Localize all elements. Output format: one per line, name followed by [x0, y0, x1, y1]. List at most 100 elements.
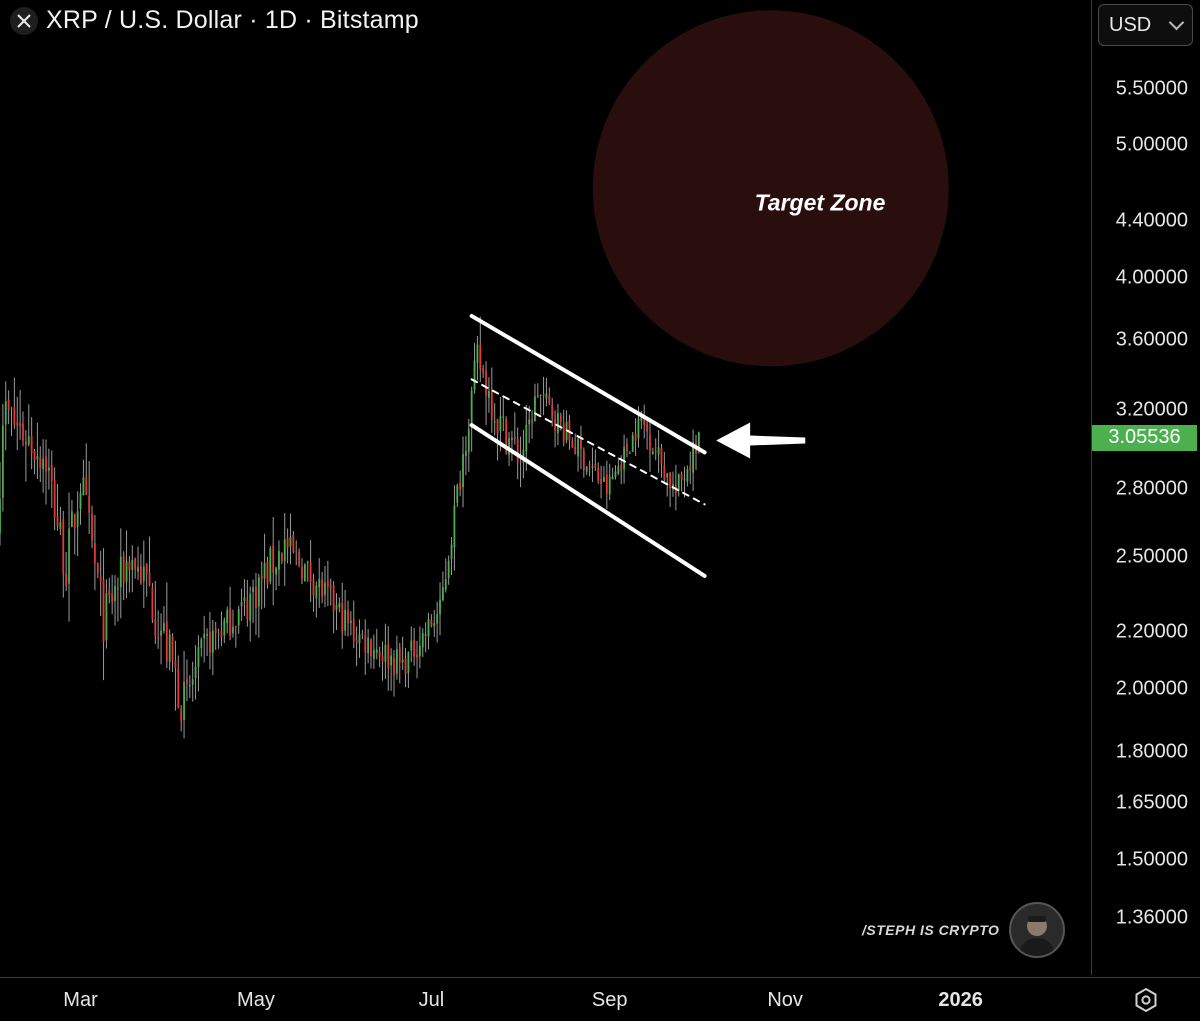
candle-body: [571, 441, 574, 448]
x-icon[interactable]: [10, 6, 38, 35]
candle-body: [22, 423, 24, 441]
candle-body: [315, 585, 318, 599]
candle-body: [50, 465, 53, 481]
price-tick-label: 1.65000: [1115, 791, 1188, 814]
candle-body: [283, 539, 286, 562]
candle-body: [614, 471, 617, 477]
candle-body: [177, 668, 180, 709]
candle-body: [114, 586, 116, 601]
currency-select[interactable]: USD: [1098, 4, 1193, 46]
candle-body: [96, 563, 99, 574]
candle-body: [292, 535, 295, 552]
candle-body: [186, 679, 188, 685]
candle-body: [637, 418, 640, 439]
candle-body: [309, 562, 312, 582]
candle-body: [669, 472, 672, 489]
candle-body: [424, 634, 427, 636]
candle-body: [427, 619, 430, 637]
candle-body: [640, 416, 643, 422]
candle-body: [628, 452, 631, 454]
candle-body: [488, 391, 490, 398]
candle-body: [16, 421, 19, 426]
candle-body: [324, 582, 326, 595]
candle-body: [0, 499, 1, 534]
candle-body: [401, 659, 404, 663]
candle-body: [234, 626, 237, 628]
candle-body: [62, 518, 65, 574]
candle-body: [634, 434, 637, 441]
price-tick-label: 2.00000: [1115, 677, 1188, 700]
settings-button[interactable]: [1091, 977, 1200, 1021]
candle-body: [278, 551, 280, 570]
candle-body: [347, 610, 349, 623]
candle-body: [493, 421, 496, 423]
candle-body: [301, 566, 303, 580]
candle-body: [223, 620, 226, 636]
candle-body: [119, 556, 122, 587]
candle-body: [160, 630, 162, 636]
candle-body: [111, 593, 114, 603]
candle-body: [499, 416, 502, 432]
candle-body: [562, 423, 565, 443]
candle-body: [554, 418, 556, 431]
channel-lower-line: [469, 423, 707, 578]
candle-body: [456, 485, 459, 503]
candle-body: [85, 476, 88, 495]
candle-body: [384, 644, 387, 662]
candle-body: [1, 425, 4, 498]
candle-body: [240, 602, 243, 607]
target-zone-fill: [592, 10, 949, 367]
candle-body: [191, 679, 194, 685]
price-tick-label: 1.36000: [1115, 906, 1188, 929]
candle-body: [364, 634, 367, 653]
target-zone-label: Target Zone: [754, 189, 886, 216]
candle-body: [70, 511, 73, 527]
candle-body: [697, 432, 700, 451]
target-zone-circle: [592, 10, 949, 367]
candle-body: [19, 423, 22, 426]
candle-body: [246, 599, 249, 620]
candle-body: [289, 537, 292, 547]
candle-body: [352, 619, 355, 641]
candle-body: [476, 344, 479, 363]
candle-body: [465, 451, 467, 457]
candle-body: [689, 466, 692, 471]
candle-body: [165, 621, 168, 662]
candle-body: [649, 434, 651, 452]
candle-body: [79, 492, 82, 510]
candle-body: [203, 633, 206, 639]
candle-body: [174, 660, 177, 668]
candle-body: [131, 559, 134, 570]
descending-channel: [469, 313, 707, 578]
candle-body: [387, 644, 390, 669]
candle-body: [577, 438, 579, 457]
candle-body: [505, 418, 508, 453]
price-axis[interactable]: [1091, 0, 1200, 975]
candle-body: [370, 639, 372, 657]
candle-body: [163, 623, 165, 632]
candle-body: [257, 577, 260, 607]
candle-body: [295, 551, 298, 553]
candle-body: [39, 456, 42, 469]
candle-body: [286, 538, 289, 548]
price-tick-label: 4.40000: [1115, 209, 1188, 232]
price-chart[interactable]: [0, 0, 1090, 975]
candle-body: [280, 553, 283, 562]
candle-body: [660, 448, 663, 465]
candle-body: [24, 440, 27, 446]
time-axis[interactable]: [0, 977, 1091, 1021]
candle-body: [30, 435, 33, 454]
candle-body: [232, 626, 234, 634]
candle-body: [148, 572, 151, 585]
candle-body: [33, 450, 36, 461]
candle-body: [338, 603, 341, 608]
candle-body: [65, 573, 68, 586]
candle-body: [220, 631, 223, 638]
candle-body: [410, 640, 413, 651]
price-tick-label: 2.50000: [1115, 545, 1188, 568]
candle-body: [266, 561, 269, 585]
candle-body: [4, 401, 7, 425]
candle-body: [407, 652, 410, 674]
candle-body: [433, 623, 436, 627]
candle-body: [36, 456, 39, 460]
